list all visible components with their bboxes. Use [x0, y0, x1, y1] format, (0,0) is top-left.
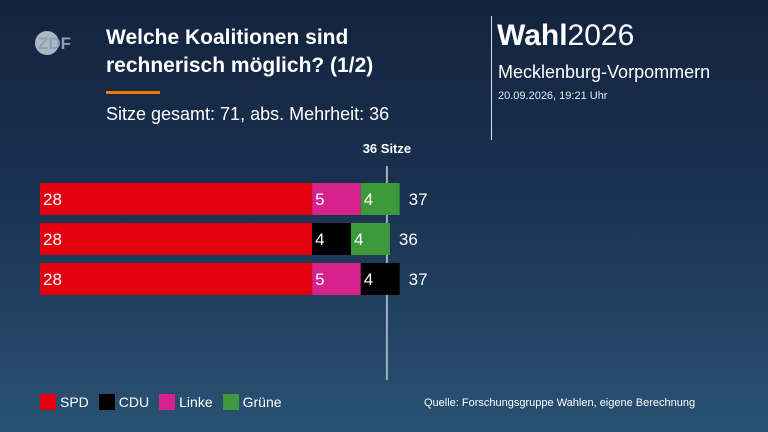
bar-segment-grüne	[360, 183, 400, 215]
bar-segment-linke	[312, 263, 361, 295]
legend-swatch	[222, 394, 239, 410]
brand-year: 2026	[567, 19, 635, 52]
legend-swatch	[98, 394, 115, 410]
region-name: Mecklenburg-Vorpommern	[498, 62, 711, 82]
bar-segment-spd	[40, 183, 313, 215]
segment-value-label: 5	[315, 190, 324, 209]
title-accent-bar	[106, 91, 160, 94]
segment-value-label: 4	[364, 190, 373, 209]
brand-wahl: Wahl	[497, 19, 568, 52]
bar-segment-cdu	[360, 263, 400, 295]
title-line-2: rechnerisch möglich? (1/2)	[106, 54, 374, 77]
timestamp: 20.09.2026, 19:21 Uhr	[498, 90, 608, 102]
zdf-logo: ZDF	[35, 31, 71, 55]
bar-segment-cdu	[312, 223, 352, 255]
row-total-label: 37	[409, 190, 428, 209]
title-line-1: Welche Koalitionen sind	[106, 26, 349, 49]
legend-swatch	[159, 394, 176, 410]
zdf-logo-text: ZDF	[38, 34, 71, 53]
legend-item-linke: Linke	[159, 394, 213, 410]
subtitle: Sitze gesamt: 71, abs. Mehrheit: 36	[106, 104, 390, 124]
brand-wordmark: Wahl2026	[497, 18, 634, 54]
header-divider	[491, 16, 492, 140]
page-title: Welche Koalitionen sind rechnerisch mögl…	[106, 24, 466, 80]
bar-segment-spd	[40, 223, 313, 255]
segment-value-label: 28	[43, 190, 62, 209]
row-total-label: 37	[409, 270, 428, 289]
segment-value-label: 4	[364, 270, 373, 289]
segment-value-label: 4	[354, 230, 363, 249]
bar-segment-grüne	[351, 223, 390, 255]
segment-value-label: 4	[315, 230, 324, 249]
segment-value-label: 28	[43, 230, 62, 249]
legend-item-cdu: CDU	[98, 394, 150, 410]
legend-label: Linke	[179, 394, 213, 410]
legend: SPD CDU Linke Grüne	[40, 394, 292, 410]
legend-item-grüne: Grüne	[222, 394, 282, 410]
legend-item-spd: SPD	[40, 394, 89, 410]
row-total-label: 36	[399, 230, 418, 249]
segment-value-label: 28	[43, 270, 62, 289]
legend-label: Grüne	[242, 394, 282, 410]
legend-label: SPD	[60, 394, 89, 410]
legend-swatch	[40, 394, 56, 410]
segment-value-label: 5	[315, 270, 324, 289]
majority-label: 36 Sitze	[363, 141, 411, 156]
legend-label: CDU	[118, 394, 150, 410]
bar-segment-linke	[312, 183, 361, 215]
source-note: Quelle: Forschungsgruppe Wahlen, eigene …	[424, 397, 696, 409]
bar-segment-spd	[40, 263, 313, 295]
